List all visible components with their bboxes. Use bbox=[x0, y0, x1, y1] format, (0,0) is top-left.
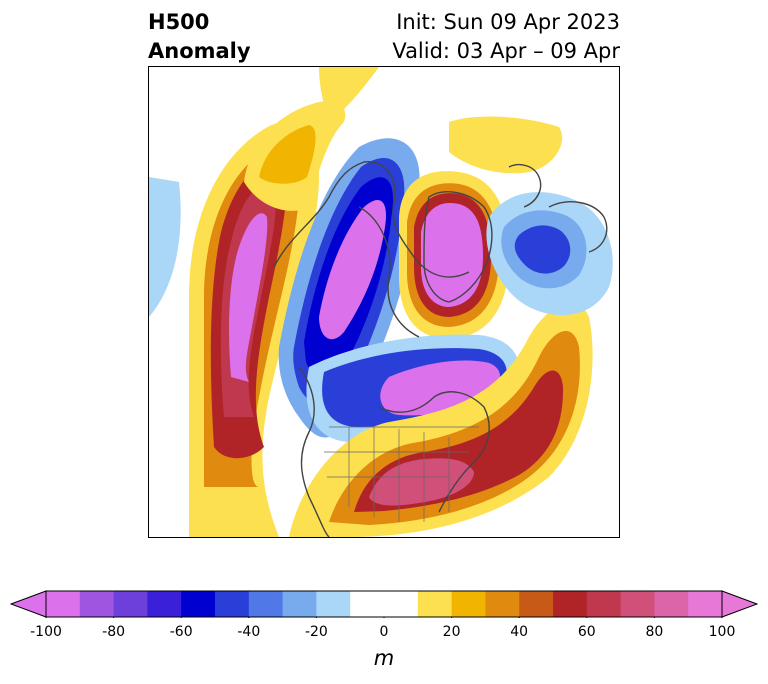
anomaly-positive-north bbox=[244, 67, 379, 211]
colorbar-segment bbox=[384, 591, 419, 617]
colorbar-tick-label: -20 bbox=[304, 624, 328, 640]
colorbar-segment bbox=[654, 591, 689, 617]
colorbar-tick-label: 100 bbox=[708, 624, 736, 640]
valid-range: Valid: 03 Apr – 09 Apr bbox=[392, 39, 620, 63]
colorbar bbox=[10, 590, 758, 618]
coastlines bbox=[273, 161, 608, 537]
colorbar-segment bbox=[46, 591, 81, 617]
colorbar-tick-label: -100 bbox=[30, 624, 62, 640]
state-borders bbox=[324, 426, 479, 522]
anomaly-positive-atlantic bbox=[289, 303, 593, 537]
colorbar-tick-label: 0 bbox=[379, 624, 389, 640]
colorbar-segment bbox=[248, 591, 284, 617]
colorbar-segment bbox=[688, 591, 723, 617]
map-svg bbox=[149, 67, 613, 537]
anomaly-map bbox=[148, 66, 620, 538]
colorbar-tick-label: 80 bbox=[645, 624, 664, 640]
colorbar-segment bbox=[215, 591, 250, 617]
colorbar-segment bbox=[316, 591, 351, 617]
colorbar-segment bbox=[113, 591, 148, 617]
colorbar-segment bbox=[553, 591, 588, 617]
colorbar-segment bbox=[350, 591, 385, 617]
colorbar-tick-label: 60 bbox=[577, 624, 596, 640]
colorbar-segment bbox=[451, 591, 486, 617]
colorbar-extend-max bbox=[721, 590, 758, 618]
colorbar-extend-min bbox=[10, 590, 47, 618]
colorbar-tick-label: -80 bbox=[102, 624, 126, 640]
colorbar-segment bbox=[586, 591, 622, 617]
title-field: Anomaly bbox=[148, 39, 251, 63]
init-date: Init: Sun 09 Apr 2023 bbox=[396, 10, 620, 34]
colorbar-segment bbox=[79, 591, 115, 617]
colorbar-segment bbox=[485, 591, 520, 617]
map-dates: Init: Sun 09 Apr 2023 Valid: 03 Apr – 09… bbox=[392, 8, 620, 66]
colorbar-segment bbox=[620, 591, 655, 617]
colorbar-segment bbox=[519, 591, 554, 617]
colorbar-segment bbox=[147, 591, 182, 617]
anomaly-negative-canada bbox=[278, 138, 420, 438]
anomaly-negative-europe bbox=[486, 192, 613, 316]
map-title: H500 Anomaly bbox=[148, 8, 251, 66]
anomaly-positive-pacific bbox=[189, 120, 319, 537]
colorbar-tick-label: 20 bbox=[442, 624, 461, 640]
colorbar-segment bbox=[181, 591, 216, 617]
colorbar-tick-label: -40 bbox=[237, 624, 261, 640]
colorbar-segment bbox=[282, 591, 317, 617]
colorbar-tick-label: 40 bbox=[510, 624, 529, 640]
title-variable: H500 bbox=[148, 10, 210, 34]
colorbar-segment bbox=[417, 591, 453, 617]
colorbar-tick-label: -60 bbox=[169, 624, 193, 640]
colorbar-unit-label: m bbox=[373, 646, 395, 670]
anomaly-negative-pacific bbox=[149, 177, 181, 317]
anomaly-positive-europe bbox=[449, 116, 563, 174]
